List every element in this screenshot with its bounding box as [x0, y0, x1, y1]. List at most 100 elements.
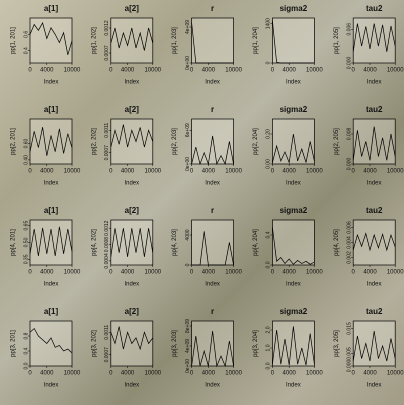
panel-title: sigma2 — [280, 206, 308, 215]
x-tick-label: 4000 — [363, 371, 377, 377]
y-axis-label: pp[1, 203] — [172, 27, 178, 54]
plot-box — [192, 18, 234, 63]
x-tick-label: 0 — [190, 68, 194, 74]
x-tick-label: 0 — [271, 68, 275, 74]
x-axis-label: Index — [286, 282, 301, 288]
y-axis-label: pp[2, 204] — [253, 128, 259, 155]
x-axis-label: Index — [367, 383, 382, 389]
panel-title: sigma2 — [280, 4, 308, 13]
x-axis-label: Index — [205, 383, 220, 389]
y-tick-label: 0.0 — [266, 261, 272, 268]
y-tick-label: 0 — [185, 263, 191, 266]
y-tick-label: 0.4 — [23, 347, 29, 354]
y-axis-label: pp[3, 202] — [91, 330, 97, 357]
x-tick-label: 10000 — [225, 169, 242, 175]
x-tick-label: 0 — [271, 270, 275, 276]
panel-title: tau2 — [366, 206, 383, 215]
panel-title: sigma2 — [280, 307, 308, 316]
panel-title: r — [211, 105, 214, 114]
y-tick-label: 6e+09 — [185, 123, 191, 137]
x-tick-label: 4000 — [121, 169, 135, 175]
panel-title: tau2 — [366, 105, 383, 114]
x-tick-label: 10000 — [387, 68, 404, 74]
panel-title: r — [211, 307, 214, 316]
y-tick-label: 0.002 — [347, 251, 353, 264]
plot-box — [111, 119, 153, 164]
panel-title: r — [211, 4, 214, 13]
panel-title: a[1] — [44, 105, 59, 114]
y-axis-label: pp[2, 203] — [172, 128, 178, 155]
y-axis-label: pp[1, 204] — [253, 27, 259, 54]
x-axis-label: Index — [44, 181, 59, 187]
x-axis-label: Index — [286, 383, 301, 389]
y-tick-label: 0.006 — [347, 221, 353, 234]
x-tick-label: 10000 — [144, 68, 161, 74]
x-tick-label: 4000 — [363, 270, 377, 276]
panel-title: a[2] — [125, 206, 140, 215]
x-tick-label: 4000 — [121, 68, 135, 74]
x-axis-label: Index — [124, 80, 139, 86]
y-tick-label: 0.50 — [23, 237, 29, 247]
plot-box — [30, 119, 72, 164]
x-tick-label: 4000 — [283, 270, 297, 276]
plot-box — [192, 220, 234, 265]
x-tick-label: 0 — [352, 371, 356, 377]
panel-title: a[1] — [44, 206, 59, 215]
x-tick-label: 10000 — [64, 169, 81, 175]
x-tick-label: 0 — [28, 68, 32, 74]
y-tick-label: 0.0 — [266, 362, 272, 369]
y-tick-label: 4e+09 — [185, 20, 191, 34]
x-axis-label: Index — [124, 383, 139, 389]
y-tick-label: 0.0004 — [104, 253, 110, 269]
panel-title: r — [211, 206, 214, 215]
panel-title: sigma2 — [280, 105, 308, 114]
y-axis-label: pp[2, 202] — [91, 128, 97, 155]
y-tick-label: 1.0 — [266, 344, 272, 351]
y-axis-label: pp[1, 205] — [334, 27, 340, 54]
x-axis-label: Index — [367, 80, 382, 86]
x-axis-label: Index — [286, 181, 301, 187]
x-tick-label: 4000 — [121, 371, 135, 377]
trace-plot-grid: a[1]pp[1, 201]Index0.40.60400010000a[2]p… — [0, 0, 404, 405]
y-tick-label: 0.65 — [23, 221, 29, 231]
panel-title: a[1] — [44, 4, 59, 13]
x-tick-label: 10000 — [64, 270, 81, 276]
y-tick-label: 2.0 — [266, 326, 272, 333]
y-tick-label: 0.35 — [23, 254, 29, 264]
x-axis-label: Index — [205, 181, 220, 187]
y-tick-label: 4e+09 — [185, 339, 191, 353]
plot-box — [192, 321, 234, 366]
x-tick-label: 10000 — [225, 371, 242, 377]
x-axis-label: Index — [44, 383, 59, 389]
x-tick-label: 10000 — [387, 270, 404, 276]
x-tick-label: 10000 — [306, 270, 323, 276]
x-tick-label: 10000 — [144, 169, 161, 175]
y-axis-label: pp[4, 203] — [172, 229, 178, 256]
plot-box — [272, 220, 314, 265]
y-tick-label: 0.0 — [23, 362, 29, 369]
x-tick-label: 4000 — [363, 169, 377, 175]
y-tick-label: 0.0012 — [104, 220, 110, 236]
x-axis-label: Index — [205, 80, 220, 86]
y-tick-label: 8e+09 — [185, 319, 191, 333]
y-tick-label: 0.006 — [347, 23, 353, 36]
y-tick-label: 0.4 — [266, 231, 272, 238]
x-tick-label: 0 — [109, 371, 113, 377]
x-tick-label: 0 — [190, 169, 194, 175]
y-tick-label: 0.0011 — [104, 325, 110, 340]
y-tick-label: 0.4 — [23, 47, 29, 54]
y-tick-label: 0.004 — [347, 236, 353, 249]
x-tick-label: 10000 — [144, 270, 161, 276]
y-tick-label: 0.20 — [266, 129, 272, 139]
x-tick-label: 0 — [28, 371, 32, 377]
y-axis-label: pp[2, 201] — [11, 128, 17, 155]
y-axis-label: pp[1, 201] — [11, 27, 17, 54]
y-tick-label: 0.0007 — [104, 45, 110, 61]
y-axis-label: pp[1, 202] — [91, 27, 97, 54]
panel-title: tau2 — [366, 307, 383, 316]
y-tick-label: 0.0007 — [104, 145, 110, 161]
y-axis-label: pp[4, 201] — [11, 229, 17, 256]
x-tick-label: 10000 — [64, 68, 81, 74]
x-tick-label: 0 — [352, 169, 356, 175]
x-axis-label: Index — [367, 282, 382, 288]
